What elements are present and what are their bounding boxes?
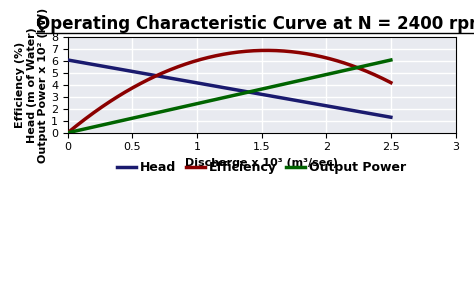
Legend: Head, Efficiency, Output Power: Head, Efficiency, Output Power — [112, 156, 411, 179]
Y-axis label: Efficiency (%)
Head (m of Water)
Output Power x 10² (kW): Efficiency (%) Head (m of Water) Output … — [15, 7, 48, 163]
Efficiency — [257, 49, 263, 52]
X-axis label: Discharge x 10³ (m³/sec): Discharge x 10³ (m³/sec) — [185, 158, 338, 168]
Efficiency — [66, 130, 72, 134]
Efficiency — [263, 49, 268, 52]
Efficiency — [256, 49, 262, 52]
Title: Operating Characteristic Curve at N = 2400 rpm: Operating Characteristic Curve at N = 24… — [36, 15, 474, 33]
Efficiency — [359, 68, 365, 71]
Efficiency — [264, 49, 270, 52]
Line: Efficiency: Efficiency — [68, 50, 391, 133]
Efficiency — [65, 131, 71, 135]
Efficiency — [338, 60, 344, 64]
Efficiency — [388, 81, 394, 84]
